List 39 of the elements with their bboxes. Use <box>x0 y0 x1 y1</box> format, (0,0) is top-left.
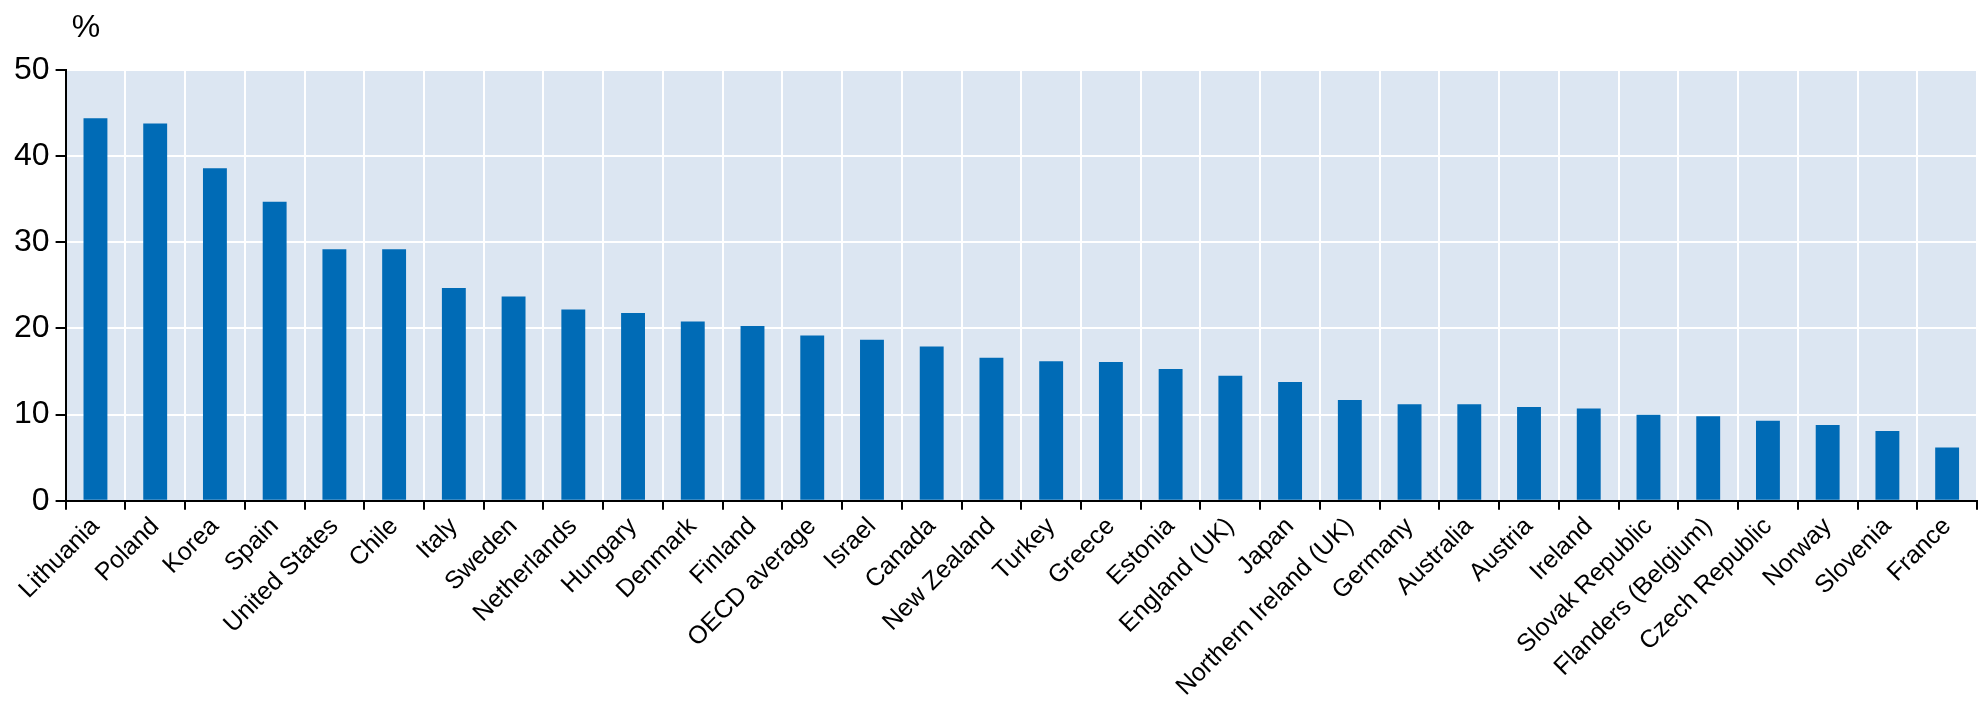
bar <box>1935 447 1960 500</box>
bar <box>680 321 705 500</box>
bar <box>1218 375 1243 500</box>
bar <box>1576 408 1601 500</box>
bar <box>1517 406 1541 500</box>
y-axis-title: % <box>71 7 101 44</box>
y-tick-label: 10 <box>14 394 50 431</box>
bar <box>1755 420 1780 500</box>
bar <box>83 118 108 500</box>
y-tick-label: 20 <box>14 308 50 345</box>
bar <box>1337 400 1362 500</box>
y-tick-label: 40 <box>14 135 50 172</box>
bar <box>501 296 526 500</box>
bar <box>1098 362 1123 500</box>
bar <box>1039 361 1064 500</box>
bar <box>1397 404 1422 500</box>
bar <box>561 309 586 500</box>
bar <box>1636 414 1661 500</box>
bar <box>441 287 466 500</box>
bar <box>621 312 645 500</box>
bar <box>740 325 765 500</box>
bar <box>1696 416 1721 500</box>
bar <box>202 168 227 500</box>
bar <box>919 346 944 500</box>
bar <box>1875 431 1900 500</box>
bar <box>1158 368 1183 500</box>
bar <box>979 357 1004 500</box>
bar <box>262 201 287 500</box>
bar <box>860 339 884 500</box>
bar <box>382 249 407 500</box>
bar <box>322 249 347 500</box>
y-tick-label: 50 <box>14 49 50 86</box>
bar <box>1457 404 1482 500</box>
y-tick-label: 30 <box>14 222 50 259</box>
bar <box>143 123 168 500</box>
bar <box>1815 424 1840 500</box>
y-tick-label: 0 <box>31 480 50 517</box>
bar <box>800 335 825 500</box>
bar <box>1278 381 1303 500</box>
